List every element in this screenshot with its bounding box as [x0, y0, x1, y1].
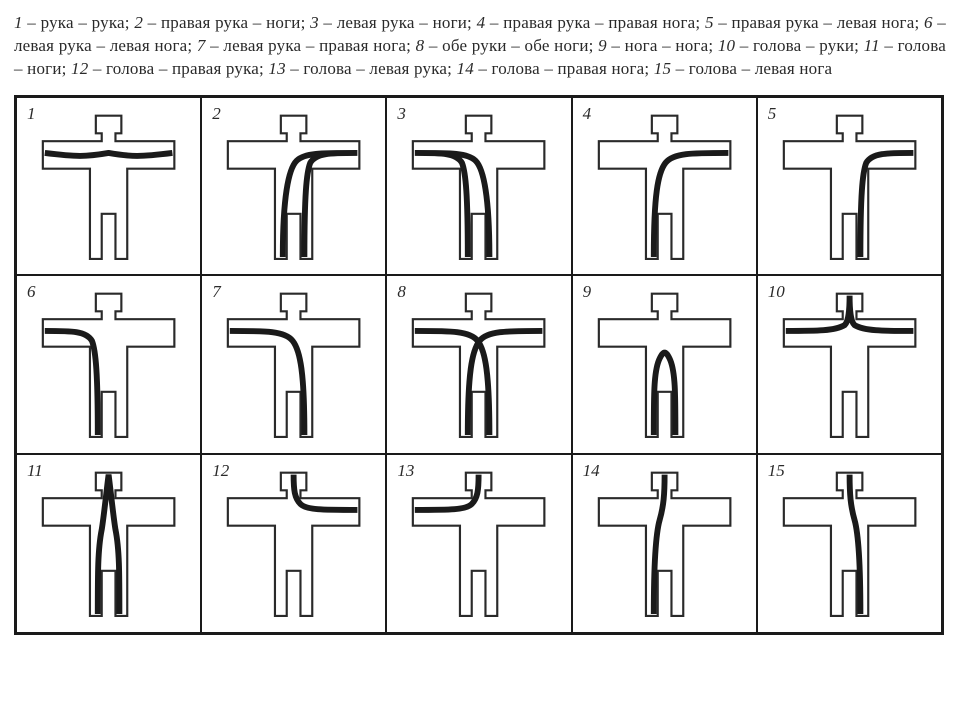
current-path	[786, 296, 914, 331]
diagram-cell: 6	[16, 275, 201, 454]
figure-svg	[573, 455, 756, 632]
diagram-cell: 4	[572, 97, 757, 276]
figure-svg	[17, 455, 200, 632]
diagram-cell: 7	[201, 275, 386, 454]
current-path	[45, 153, 173, 156]
diagram-cell: 1	[16, 97, 201, 276]
cell-number-label: 2	[212, 104, 221, 124]
cell-number-label: 5	[768, 104, 777, 124]
figure-svg	[387, 98, 570, 275]
cell-number-label: 4	[583, 104, 592, 124]
cell-number-label: 8	[397, 282, 406, 302]
diagram-cell: 9	[572, 275, 757, 454]
cell-number-label: 3	[397, 104, 406, 124]
cell-number-label: 11	[27, 461, 43, 481]
diagram-cell: 10	[757, 275, 942, 454]
body-outline	[43, 115, 175, 258]
body-outline	[43, 294, 175, 437]
diagram-cell: 15	[757, 454, 942, 633]
diagram-cell: 13	[386, 454, 571, 633]
diagram-cell: 5	[757, 97, 942, 276]
diagram-cell: 11	[16, 454, 201, 633]
legend-text: 1 – рука – рука; 2 – правая рука – ноги;…	[14, 12, 946, 81]
figure-svg	[17, 276, 200, 453]
diagram-grid: 123456789101112131415	[14, 95, 944, 635]
body-outline	[413, 294, 545, 437]
figure-svg	[758, 276, 941, 453]
cell-number-label: 9	[583, 282, 592, 302]
cell-number-label: 15	[768, 461, 785, 481]
current-path	[653, 475, 664, 614]
body-outline	[228, 294, 360, 437]
cell-number-label: 10	[768, 282, 785, 302]
figure-svg	[202, 276, 385, 453]
figure-svg	[202, 455, 385, 632]
figure-svg	[202, 98, 385, 275]
cell-number-label: 13	[397, 461, 414, 481]
diagram-cell: 8	[386, 275, 571, 454]
figure-svg	[573, 98, 756, 275]
current-path	[294, 475, 358, 510]
diagram-cell: 2	[201, 97, 386, 276]
body-outline	[598, 294, 730, 437]
cell-number-label: 7	[212, 282, 221, 302]
diagram-cell: 14	[572, 454, 757, 633]
figure-svg	[387, 276, 570, 453]
diagram-cell: 12	[201, 454, 386, 633]
current-path	[849, 475, 860, 614]
cell-number-label: 12	[212, 461, 229, 481]
body-outline	[598, 115, 730, 258]
diagram-cell: 3	[386, 97, 571, 276]
figure-svg	[758, 98, 941, 275]
figure-svg	[387, 455, 570, 632]
cell-number-label: 6	[27, 282, 36, 302]
cell-number-label: 14	[583, 461, 600, 481]
body-outline	[228, 115, 360, 258]
body-outline	[413, 115, 545, 258]
cell-number-label: 1	[27, 104, 36, 124]
current-path	[415, 475, 479, 510]
body-outline	[784, 115, 916, 258]
figure-svg	[758, 455, 941, 632]
figure-svg	[573, 276, 756, 453]
figure-svg	[17, 98, 200, 275]
